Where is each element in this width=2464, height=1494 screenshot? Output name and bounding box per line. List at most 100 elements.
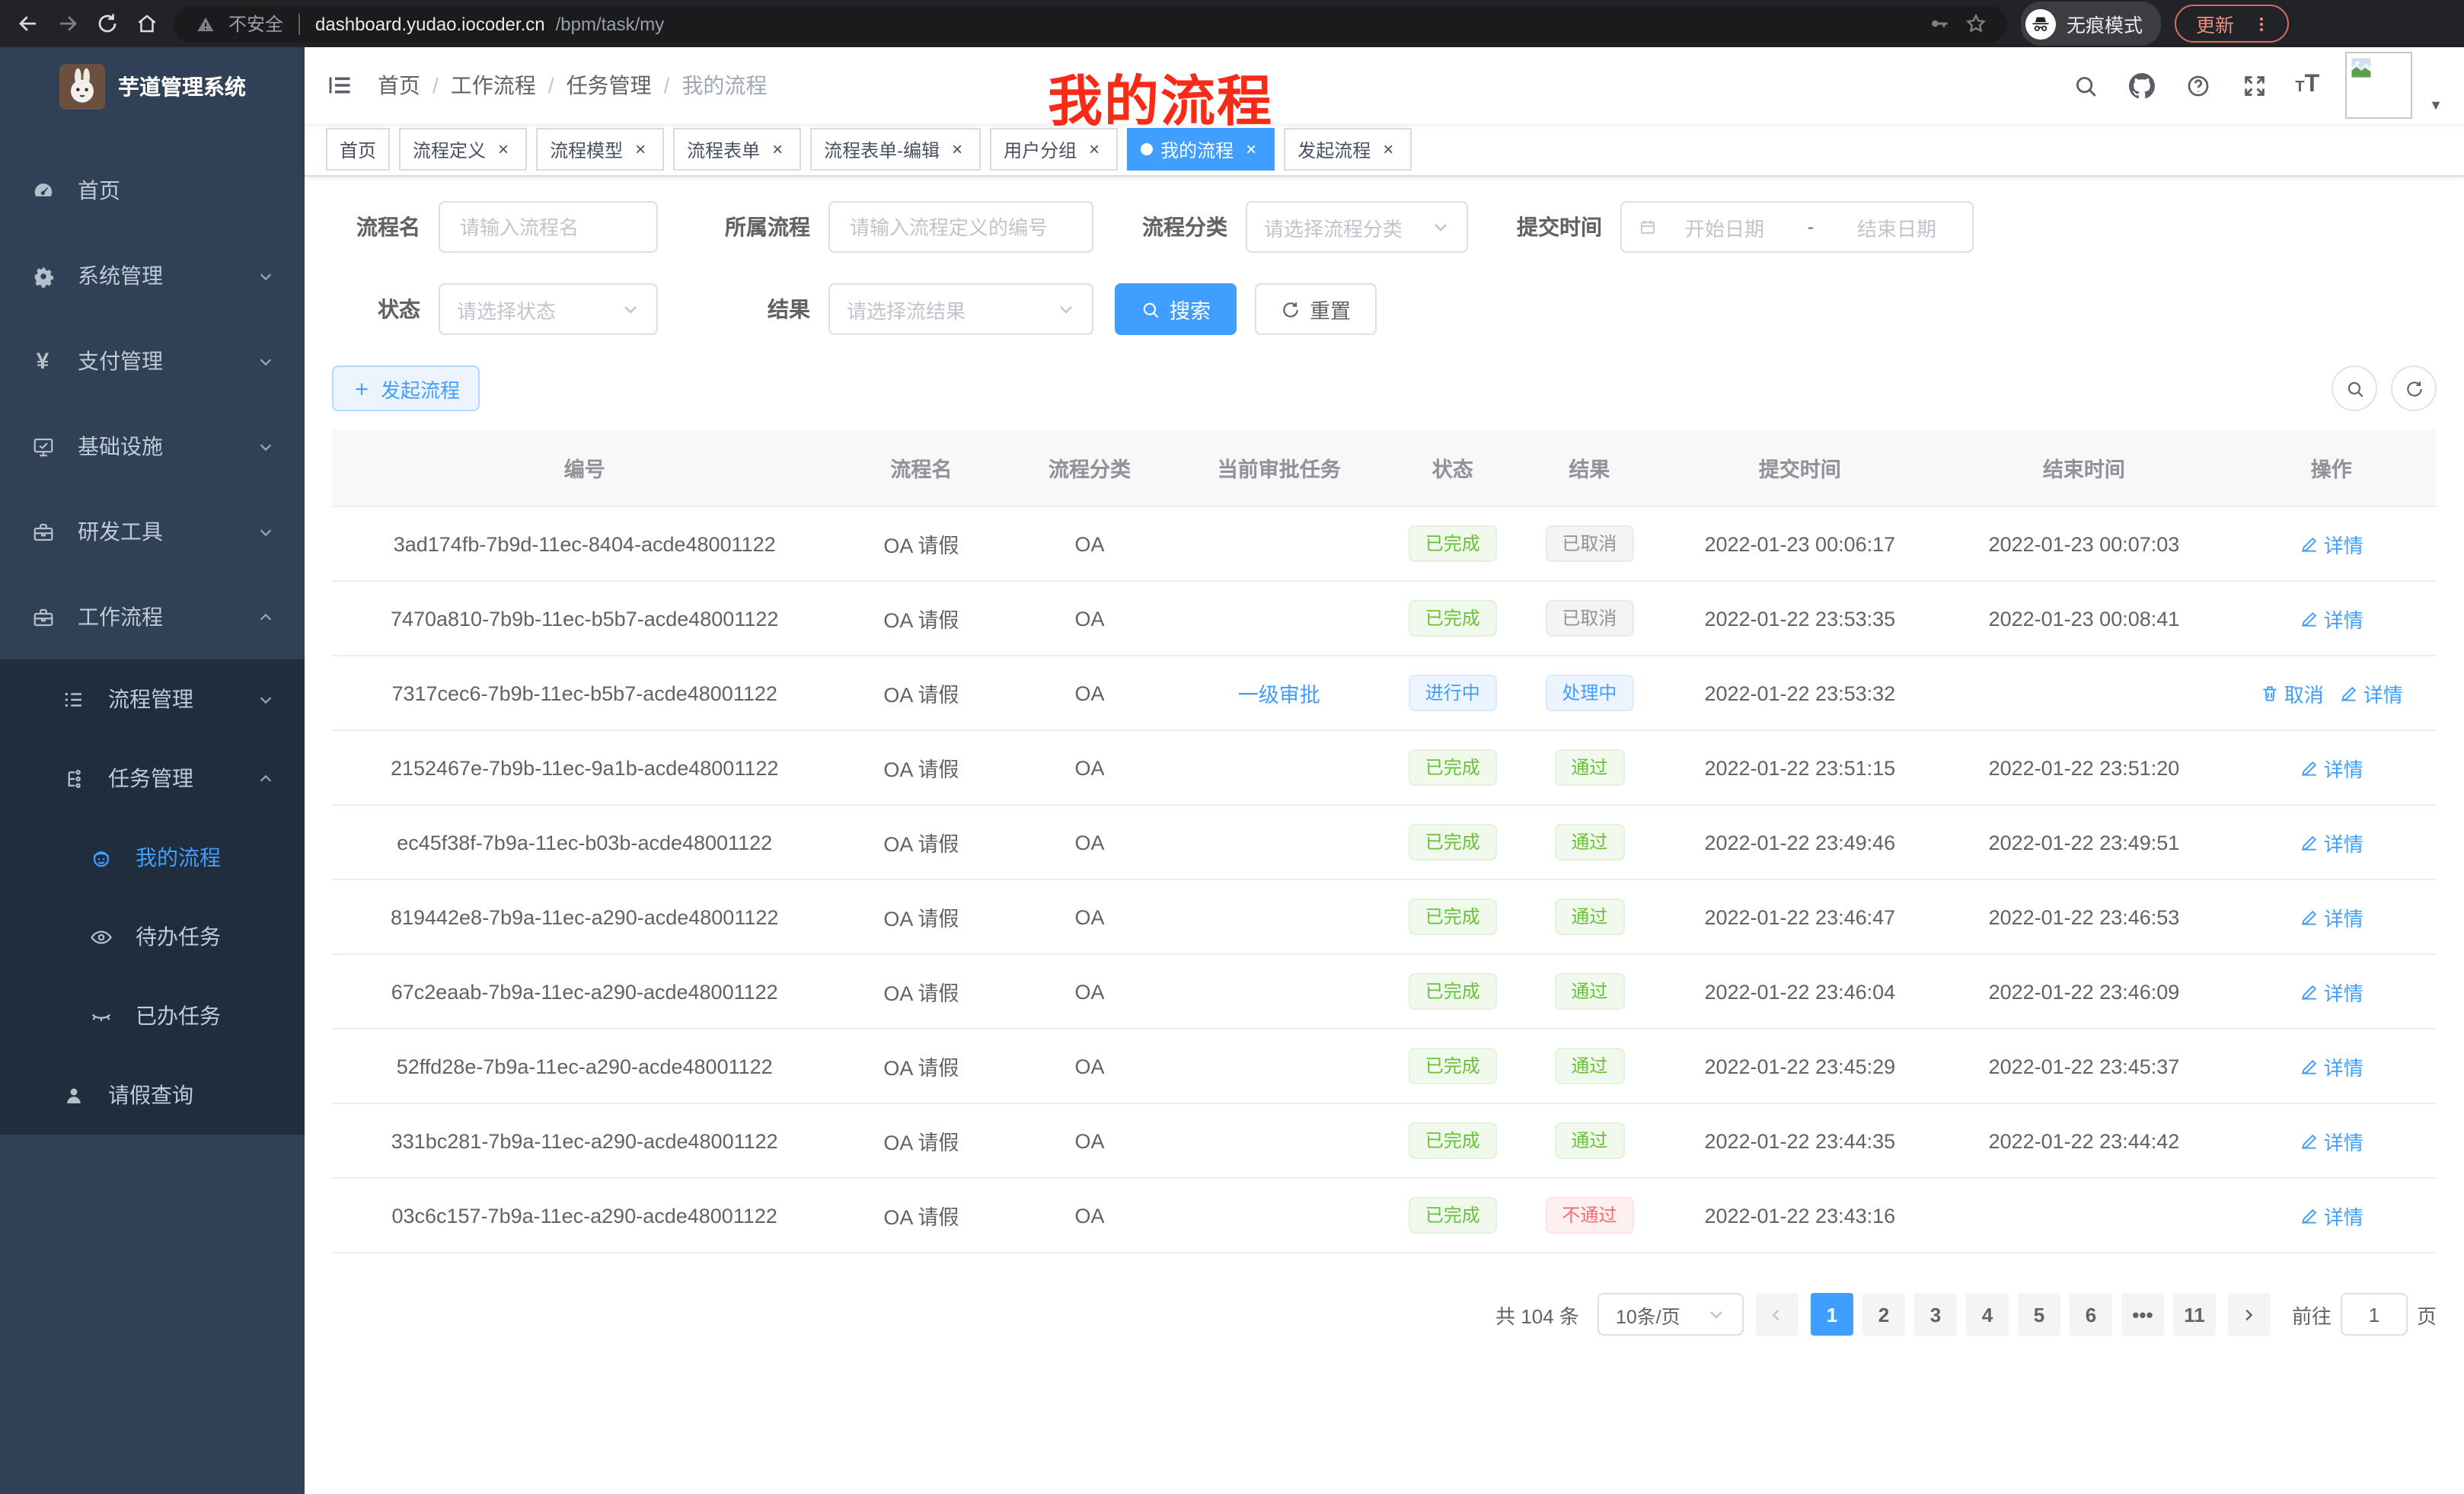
github-icon[interactable] xyxy=(2126,70,2156,101)
forward-icon[interactable] xyxy=(55,11,81,37)
home-icon[interactable] xyxy=(134,11,160,37)
breadcrumb-task-mgmt[interactable]: 任务管理 xyxy=(566,73,652,97)
back-icon[interactable] xyxy=(15,11,41,37)
page-button-5[interactable]: 5 xyxy=(2017,1293,2060,1336)
tab-my-process[interactable]: 我的流程 × xyxy=(1127,128,1275,171)
start-date-placeholder[interactable]: 开始日期 xyxy=(1684,217,1764,240)
prev-page-button[interactable] xyxy=(1755,1293,1799,1336)
tab-process-form-edit[interactable]: 流程表单-编辑 × xyxy=(810,128,981,171)
hamburger-icon[interactable] xyxy=(326,70,356,101)
goto-page-input[interactable] xyxy=(2340,1293,2408,1336)
help-icon[interactable] xyxy=(2182,70,2213,101)
url-bar[interactable]: 不安全 dashboard.yudao.iocoder.cn/bpm/task/… xyxy=(174,5,2007,42)
tab-start-process[interactable]: 发起流程 × xyxy=(1284,128,1412,171)
key-icon[interactable] xyxy=(1926,11,1952,37)
goto-page-field[interactable] xyxy=(2348,1301,2400,1327)
page-button-11[interactable]: 11 xyxy=(2172,1293,2216,1336)
detail-link[interactable]: 详情 xyxy=(2300,604,2363,633)
detail-link[interactable]: 详情 xyxy=(2339,678,2403,707)
process-definition-input[interactable] xyxy=(828,201,1093,253)
browser-menu-icon[interactable] xyxy=(2248,11,2274,37)
tab-home[interactable]: 首页 xyxy=(326,128,391,171)
process-name-input-field[interactable] xyxy=(457,214,640,240)
tab-process-form[interactable]: 流程表单 × xyxy=(673,128,802,171)
browser-update-button[interactable]: 更新 xyxy=(2175,5,2290,43)
page-size-select[interactable]: 10条/页 xyxy=(1597,1293,1744,1336)
page-button-6[interactable]: 6 xyxy=(2069,1293,2112,1336)
cell-status: 已完成 xyxy=(1384,506,1521,582)
result-select[interactable]: 请选择流结果 xyxy=(828,283,1093,335)
refresh-icon xyxy=(1281,299,1301,319)
close-tab-icon[interactable]: × xyxy=(635,139,646,160)
avatar-caret-icon[interactable]: ▼ xyxy=(2429,97,2443,113)
sidebar-item-workflow[interactable]: 工作流程 xyxy=(0,574,305,659)
dashboard-icon xyxy=(30,178,55,203)
tab-process-model[interactable]: 流程模型 × xyxy=(536,128,665,171)
close-tab-icon[interactable]: × xyxy=(498,139,509,160)
breadcrumb-workflow[interactable]: 工作流程 xyxy=(450,73,536,97)
close-tab-icon[interactable]: × xyxy=(1383,139,1394,160)
fullscreen-icon[interactable] xyxy=(2239,70,2269,101)
close-tab-icon[interactable]: × xyxy=(772,139,784,160)
page-button-1[interactable]: 1 xyxy=(1810,1293,1853,1336)
app-logo[interactable]: 芋道管理系统 xyxy=(0,47,305,126)
cell-category: OA xyxy=(1005,954,1174,1030)
tab-process-definition[interactable]: 流程定义 × xyxy=(399,128,528,171)
reset-button[interactable]: 重置 xyxy=(1255,283,1377,335)
column-header: 流程名 xyxy=(837,429,1006,507)
detail-link[interactable]: 详情 xyxy=(2300,1126,2363,1155)
edit-icon xyxy=(2300,1205,2319,1225)
cell-submit-time: 2022-01-22 23:46:47 xyxy=(1658,879,1942,955)
sidebar-item-payment[interactable]: ¥ 支付管理 xyxy=(0,318,305,404)
sidebar-item-task-mgmt[interactable]: 任务管理 xyxy=(0,739,305,818)
chevron-up-icon xyxy=(257,608,274,625)
bookmark-star-icon[interactable] xyxy=(1963,11,1989,37)
reload-icon[interactable] xyxy=(94,11,120,37)
category-select[interactable]: 请选择流程分类 xyxy=(1246,201,1468,253)
sidebar-item-system[interactable]: 系统管理 xyxy=(0,233,305,318)
detail-link[interactable]: 详情 xyxy=(2300,1201,2363,1230)
monitor-icon xyxy=(30,434,55,458)
detail-link[interactable]: 详情 xyxy=(2300,1052,2363,1081)
detail-link[interactable]: 详情 xyxy=(2300,753,2363,782)
breadcrumb-home[interactable]: 首页 xyxy=(378,73,420,97)
sidebar-item-leave-query[interactable]: 请假查询 xyxy=(0,1055,305,1135)
page-ellipsis[interactable]: ••• xyxy=(2121,1293,2164,1336)
header-search-icon[interactable] xyxy=(2070,70,2100,101)
sidebar-item-infrastructure[interactable]: 基础设施 xyxy=(0,404,305,489)
sidebar-item-home[interactable]: 首页 xyxy=(0,148,305,233)
detail-link[interactable]: 详情 xyxy=(2300,902,2363,931)
search-button[interactable]: 搜索 xyxy=(1115,283,1237,335)
sidebar-item-dev-tools[interactable]: 研发工具 xyxy=(0,489,305,574)
detail-link[interactable]: 详情 xyxy=(2300,828,2363,857)
cancel-link[interactable]: 取消 xyxy=(2260,678,2324,707)
sidebar-item-done-tasks[interactable]: 已办任务 xyxy=(0,976,305,1055)
page-button-3[interactable]: 3 xyxy=(1913,1293,1957,1336)
submit-time-range-picker[interactable]: 开始日期 - 结束日期 xyxy=(1620,201,1974,253)
security-warning-icon[interactable] xyxy=(192,11,218,37)
cell-result: 通过 xyxy=(1521,954,1658,1030)
page-button-2[interactable]: 2 xyxy=(1862,1293,1905,1336)
process-definition-input-field[interactable] xyxy=(847,214,1075,240)
status-select[interactable]: 请选择状态 xyxy=(439,283,658,335)
process-name-input[interactable] xyxy=(439,201,658,253)
close-tab-icon[interactable]: × xyxy=(952,139,963,160)
tab-user-group[interactable]: 用户分组 × xyxy=(990,128,1119,171)
detail-link[interactable]: 详情 xyxy=(2300,977,2363,1006)
detail-link[interactable]: 详情 xyxy=(2300,529,2363,558)
page-button-4[interactable]: 4 xyxy=(1965,1293,2009,1336)
end-date-placeholder[interactable]: 结束日期 xyxy=(1856,217,1936,240)
refresh-table-button[interactable] xyxy=(2391,366,2437,411)
avatar[interactable] xyxy=(2345,52,2413,119)
sidebar-item-my-process[interactable]: 我的流程 xyxy=(0,818,305,897)
close-tab-icon[interactable]: × xyxy=(1246,139,1257,160)
close-tab-icon[interactable]: × xyxy=(1089,139,1100,160)
sidebar-item-todo-tasks[interactable]: 待办任务 xyxy=(0,897,305,976)
next-page-button[interactable] xyxy=(2227,1293,2271,1336)
create-process-button[interactable]: 发起流程 xyxy=(332,366,480,411)
toggle-search-button[interactable] xyxy=(2332,366,2377,411)
current-task-link[interactable]: 一级审批 xyxy=(1237,684,1320,707)
sidebar-item-process-mgmt[interactable]: 流程管理 xyxy=(0,659,305,739)
search-icon xyxy=(1141,299,1160,319)
